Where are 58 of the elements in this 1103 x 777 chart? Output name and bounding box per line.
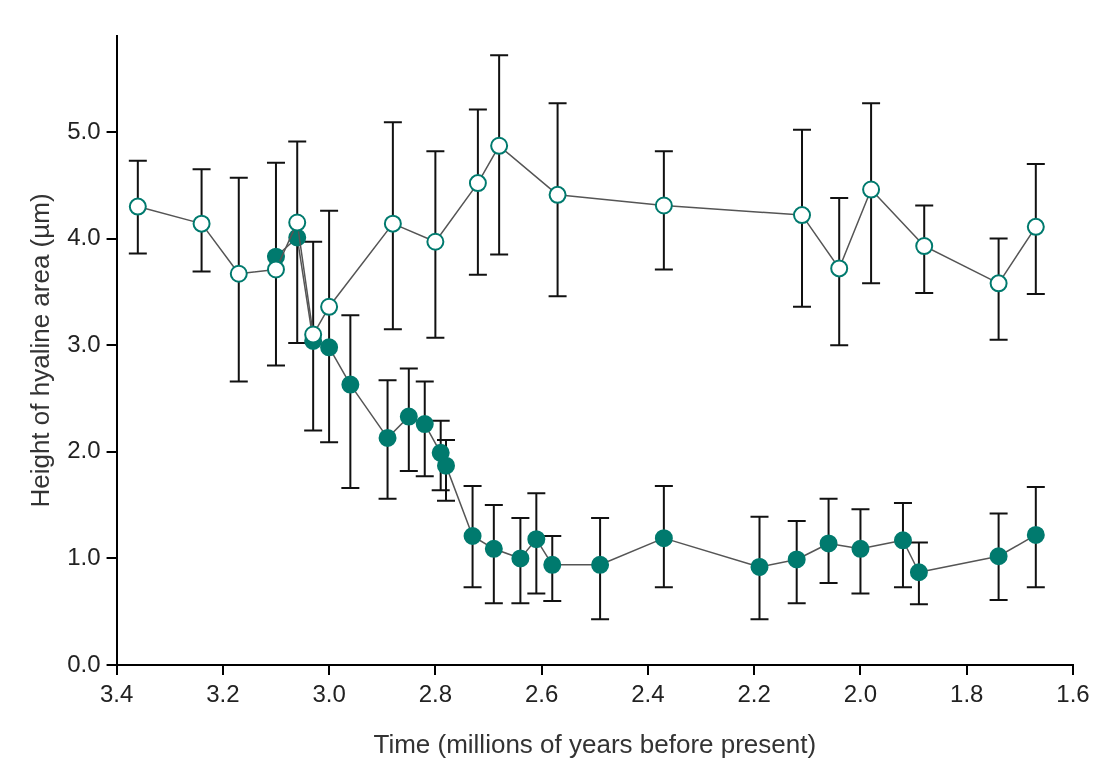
point (819, 534, 838, 553)
point (437, 456, 455, 475)
point (591, 555, 610, 574)
point (288, 213, 307, 232)
point (484, 539, 503, 558)
point (415, 415, 434, 434)
x-axis-title: Time (millions of years before present) (373, 728, 817, 759)
point (527, 530, 546, 549)
point (543, 555, 562, 574)
point (426, 232, 445, 251)
y-tick-label: 2.0 (67, 436, 101, 464)
point (511, 549, 530, 568)
x-tick-label: 2.2 (737, 680, 771, 708)
point (463, 527, 482, 545)
x-tick-label: 3.2 (206, 680, 240, 708)
point (654, 529, 673, 548)
point (229, 264, 248, 283)
point (909, 563, 928, 582)
x-tick-label: 2.0 (843, 680, 878, 708)
point (468, 174, 487, 193)
y-axis-title: Height of hyaline area (µm) (24, 193, 55, 508)
point (787, 550, 806, 569)
point (862, 180, 881, 199)
point (915, 237, 934, 256)
x-tick-label: 2.6 (524, 680, 559, 708)
point (383, 214, 402, 233)
point (793, 206, 812, 225)
point (989, 274, 1008, 293)
point (128, 197, 147, 216)
x-tick-label: 2.4 (631, 680, 665, 708)
point (830, 259, 849, 278)
point (192, 214, 211, 233)
y-tick-label: 0.0 (67, 649, 101, 677)
point (851, 539, 870, 558)
point (320, 338, 339, 357)
point (989, 547, 1008, 566)
y-tick-label: 4.0 (67, 223, 101, 251)
point (654, 196, 673, 215)
point (1026, 525, 1045, 544)
point (893, 531, 912, 550)
point (1026, 217, 1045, 236)
point (750, 557, 769, 576)
x-tick-label: 3.4 (99, 680, 134, 708)
x-tick-label: 2.8 (418, 680, 453, 708)
point (548, 185, 567, 204)
point (266, 260, 285, 279)
y-tick-label: 1.0 (67, 543, 101, 571)
point (490, 136, 509, 155)
point (341, 375, 360, 394)
point (304, 325, 323, 344)
x-tick-label: 1.6 (1056, 680, 1090, 708)
x-tick-label: 1.8 (950, 680, 984, 708)
y-tick-label: 5.0 (67, 116, 101, 144)
y-tick-label: 3.0 (67, 329, 101, 357)
point (320, 297, 339, 316)
point (378, 428, 397, 447)
point (399, 407, 418, 426)
x-tick-label: 3.0 (312, 680, 346, 708)
